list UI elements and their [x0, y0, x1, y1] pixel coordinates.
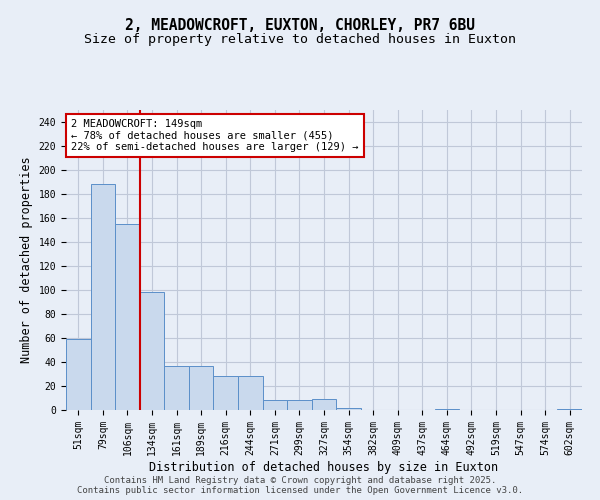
Bar [214, 376, 238, 410]
Bar [238, 376, 263, 410]
Text: 2, MEADOWCROFT, EUXTON, CHORLEY, PR7 6BU: 2, MEADOWCROFT, EUXTON, CHORLEY, PR7 6BU [125, 18, 475, 32]
X-axis label: Distribution of detached houses by size in Euxton: Distribution of detached houses by size … [149, 460, 499, 473]
Bar [189, 366, 214, 410]
Bar [336, 408, 361, 410]
Text: Contains HM Land Registry data © Crown copyright and database right 2025.
Contai: Contains HM Land Registry data © Crown c… [77, 476, 523, 495]
Text: 2 MEADOWCROFT: 149sqm
← 78% of detached houses are smaller (455)
22% of semi-det: 2 MEADOWCROFT: 149sqm ← 78% of detached … [71, 119, 359, 152]
Text: Size of property relative to detached houses in Euxton: Size of property relative to detached ho… [84, 32, 516, 46]
Bar [434, 409, 459, 410]
Bar [115, 224, 140, 410]
Bar [557, 409, 582, 410]
Bar [312, 399, 336, 410]
Bar [263, 400, 287, 410]
Bar [287, 400, 312, 410]
Bar [66, 339, 91, 410]
Bar [91, 184, 115, 410]
Bar [164, 366, 189, 410]
Bar [140, 292, 164, 410]
Y-axis label: Number of detached properties: Number of detached properties [20, 156, 33, 364]
